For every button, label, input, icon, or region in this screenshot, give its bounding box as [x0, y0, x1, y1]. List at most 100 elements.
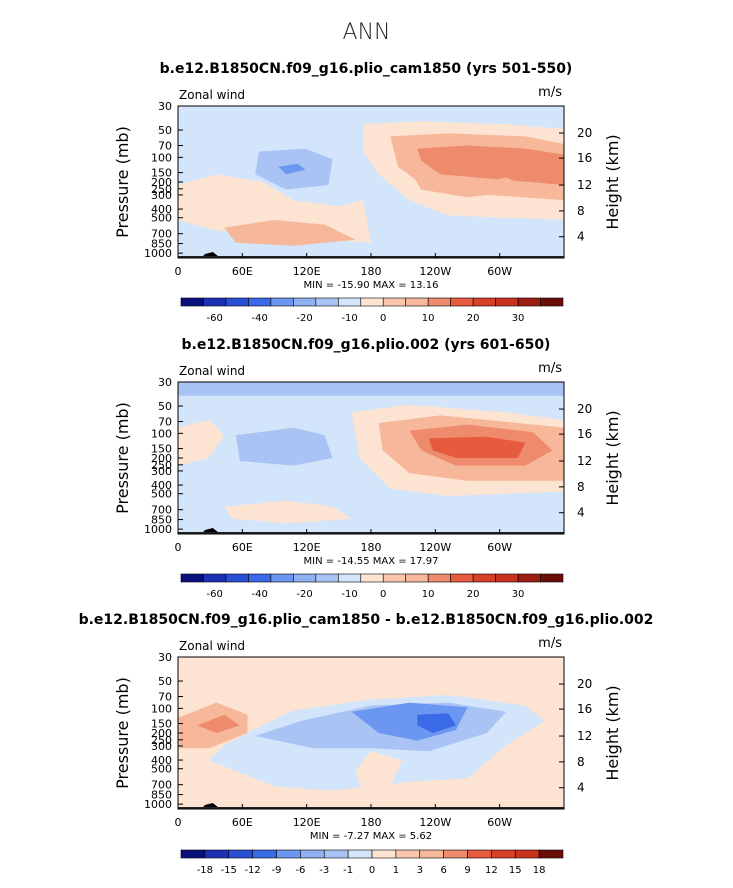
- colorbar-swatch: [405, 297, 429, 307]
- colorbar-swatch: [270, 573, 294, 583]
- colorbar-swatch: [419, 849, 444, 859]
- x-tick-label: 120W: [419, 541, 451, 554]
- y-tick-label: 150: [151, 167, 172, 180]
- y-tick-label: 300: [151, 740, 172, 753]
- colorbar-swatch: [300, 849, 325, 859]
- contour-left-positive-core: [197, 714, 240, 733]
- colorbar-swatch: [203, 573, 227, 583]
- colorbar-label: -12: [244, 865, 260, 876]
- colorbar-swatch: [248, 573, 272, 583]
- colorbar-swatch: [472, 297, 496, 307]
- colorbar-swatch: [293, 297, 317, 307]
- y-tick-label: 150: [151, 443, 172, 456]
- x-tick-label: 120E: [293, 541, 321, 554]
- colorbar-swatch: [360, 573, 384, 583]
- y-tick-label: 70: [158, 140, 172, 153]
- x-tick-label: 60W: [487, 816, 512, 829]
- colorbar-swatch: [491, 849, 516, 859]
- contour-low-positive: [224, 220, 356, 246]
- y-tick-label: 850: [151, 789, 172, 802]
- colorbar-label: 30: [512, 589, 525, 600]
- colorbar-label: 12: [485, 865, 498, 876]
- y-tick-label: 100: [151, 702, 172, 715]
- colorbar-swatch: [382, 573, 407, 583]
- y-tick-label: 100: [151, 151, 172, 164]
- panel-title: b.e12.B1850CN.f09_g16.plio_cam1850 (yrs …: [160, 61, 573, 77]
- y-tick-label: 250: [151, 183, 172, 196]
- panel-1: b.e12.B1850CN.f09_g16.plio_cam1850 (yrs …: [113, 61, 622, 324]
- colorbar-swatch: [360, 297, 384, 307]
- colorbar-label: -18: [197, 865, 213, 876]
- x-tick-label: 0: [175, 816, 182, 829]
- y-tick-label: 250: [151, 734, 172, 747]
- colorbar-swatch: [337, 573, 362, 583]
- panel-3: b.e12.B1850CN.f09_g16.plio_cam1850 - b.e…: [79, 612, 654, 876]
- height-tick-label: 8: [577, 755, 585, 769]
- y-tick-label: 850: [151, 238, 172, 251]
- left-corner-label: Zonal wind: [179, 88, 245, 102]
- y-tick-label: 400: [151, 479, 172, 492]
- colorbar-swatch: [337, 297, 362, 307]
- y-tick-label: 200: [151, 727, 172, 740]
- colorbar-label: -20: [296, 313, 312, 324]
- x-tick-label: 120W: [419, 816, 451, 829]
- y-tick-label: 150: [151, 718, 172, 731]
- x-tick-label: 180: [361, 541, 382, 554]
- colorbar-label: -40: [251, 313, 267, 324]
- y-axis-label: Pressure (mb): [113, 126, 132, 238]
- y-axis-label: Pressure (mb): [113, 677, 132, 789]
- contour-jet-30: [428, 436, 526, 458]
- x-tick-label: 60E: [232, 265, 253, 278]
- min-max-label: MIN = -14.55 MAX = 17.97: [304, 556, 439, 567]
- colorbar-swatch: [228, 849, 253, 859]
- height-axis-label: Height (km): [603, 685, 622, 780]
- colorbar-swatch: [180, 849, 206, 859]
- colorbar-swatch: [180, 573, 204, 583]
- colorbar-swatch: [315, 573, 339, 583]
- colorbar-swatch: [450, 297, 474, 307]
- min-max-label: MIN = -7.27 MAX = 5.62: [310, 831, 432, 842]
- contour-jet-20: [417, 145, 564, 185]
- colorbar-swatch: [538, 849, 564, 859]
- colorbar-swatch: [248, 297, 272, 307]
- contour-negative-min: [417, 713, 456, 733]
- colorbar-swatch: [270, 297, 294, 307]
- colorbar-label: -60: [207, 589, 223, 600]
- height-axis-label: Height (km): [603, 134, 622, 229]
- height-tick-label: 8: [577, 480, 585, 494]
- y-tick-label: 100: [151, 427, 172, 440]
- contour-jet-lobe: [409, 169, 534, 198]
- x-tick-label: 120W: [419, 265, 451, 278]
- x-tick-label: 0: [175, 541, 182, 554]
- left-corner-label: Zonal wind: [179, 639, 245, 653]
- height-tick-label: 20: [577, 402, 592, 416]
- colorbar-label: 20: [467, 589, 480, 600]
- y-tick-label: 300: [151, 465, 172, 478]
- x-tick-label: 60E: [232, 816, 253, 829]
- contour-left-positive: [178, 420, 225, 466]
- y-tick-label: 50: [158, 124, 172, 137]
- colorbar-label: 3: [417, 865, 423, 876]
- contour-low-positive: [224, 500, 352, 524]
- colorbar-swatch: [517, 573, 541, 583]
- height-tick-label: 12: [577, 178, 592, 192]
- height-tick-label: 16: [577, 151, 592, 165]
- colorbar-label: -10: [341, 589, 357, 600]
- height-tick-label: 4: [577, 230, 585, 244]
- y-tick-label: 300: [151, 189, 172, 202]
- colorbar-label: 1: [393, 865, 399, 876]
- colorbar-label: 0: [380, 313, 386, 324]
- colorbar-label: -15: [221, 865, 237, 876]
- colorbar-swatch: [495, 297, 519, 307]
- height-tick-label: 16: [577, 427, 592, 441]
- colorbar-swatch: [540, 297, 564, 307]
- y-tick-label: 70: [158, 416, 172, 429]
- x-tick-label: 60W: [487, 541, 512, 554]
- left-corner-label: Zonal wind: [179, 364, 245, 378]
- colorbar-swatch: [427, 297, 451, 307]
- x-tick-label: 120E: [293, 265, 321, 278]
- y-tick-label: 50: [158, 675, 172, 688]
- right-corner-label: m/s: [538, 85, 562, 100]
- colorbar-swatch: [467, 849, 492, 859]
